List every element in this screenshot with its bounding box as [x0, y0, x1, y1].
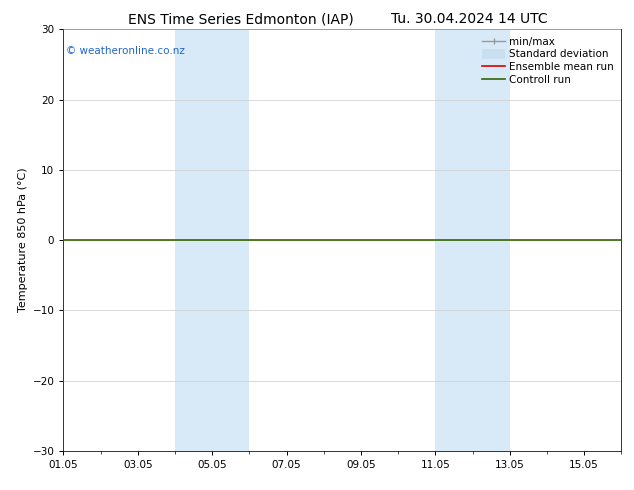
Y-axis label: Temperature 850 hPa (°C): Temperature 850 hPa (°C)	[18, 168, 29, 313]
Text: © weatheronline.co.nz: © weatheronline.co.nz	[66, 46, 185, 56]
Bar	[436, 29, 510, 451]
Text: Tu. 30.04.2024 14 UTC: Tu. 30.04.2024 14 UTC	[391, 12, 548, 26]
Legend: min/max, Standard deviation, Ensemble mean run, Controll run: min/max, Standard deviation, Ensemble me…	[478, 32, 618, 89]
Bar	[175, 29, 249, 451]
Text: ENS Time Series Edmonton (IAP): ENS Time Series Edmonton (IAP)	[128, 12, 354, 26]
